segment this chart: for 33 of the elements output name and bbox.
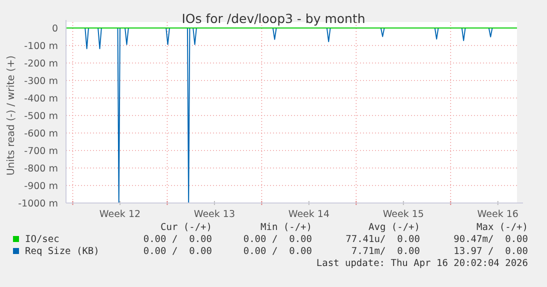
text: Cur (-/+) bbox=[160, 222, 212, 233]
y-tick-label: -100 m bbox=[24, 41, 58, 52]
text: 0.00 / 0.00 bbox=[243, 234, 312, 245]
text: 7.71m/ 0.00 bbox=[351, 246, 420, 257]
chart-title: IOs for /dev/loop3 - by month bbox=[182, 11, 366, 26]
x-tick-label: Week 16 bbox=[477, 209, 518, 220]
y-tick-label: -300 m bbox=[24, 76, 58, 87]
x-tick-label: Week 15 bbox=[382, 209, 424, 220]
legend-label: Req Size (KB) bbox=[25, 246, 100, 257]
x-tick-label: Week 12 bbox=[99, 209, 141, 220]
y-tick-label: -600 m bbox=[24, 128, 58, 140]
text: 0.00 / 0.00 bbox=[243, 246, 312, 257]
text: 0.00 / 0.00 bbox=[143, 246, 212, 257]
y-tick-label: -200 m bbox=[24, 58, 58, 70]
text: 0.00 / 0.00 bbox=[143, 234, 212, 245]
y-tick-label: -800 m bbox=[24, 164, 58, 174]
y-tick-label: -500 m bbox=[24, 111, 58, 122]
text: 77.41u/ 0.00 bbox=[346, 234, 420, 245]
x-tick-label: Week 14 bbox=[288, 209, 330, 220]
text: Avg (-/+) bbox=[368, 222, 420, 233]
text: Last update: Thu Apr 16 20:02:04 2026 bbox=[316, 258, 528, 269]
text: Max (-/+) bbox=[476, 222, 528, 233]
y-tick-label: -1000 m bbox=[18, 198, 58, 210]
text: 90.47m/ 0.00 bbox=[454, 234, 528, 245]
legend-label: IO/sec bbox=[25, 234, 60, 245]
y-tick-label: -900 m bbox=[24, 181, 58, 192]
y-tick-label: -700 m bbox=[24, 146, 58, 157]
text: 13.97 / 0.00 bbox=[454, 246, 528, 257]
y-tick-label: -400 m bbox=[24, 94, 58, 104]
x-tick-label: Week 13 bbox=[194, 209, 236, 220]
y-tick-label: 0 bbox=[52, 24, 58, 34]
text: Min (-/+) bbox=[260, 222, 312, 233]
y-axis-title: Units read (-) / write (+) bbox=[6, 55, 17, 176]
